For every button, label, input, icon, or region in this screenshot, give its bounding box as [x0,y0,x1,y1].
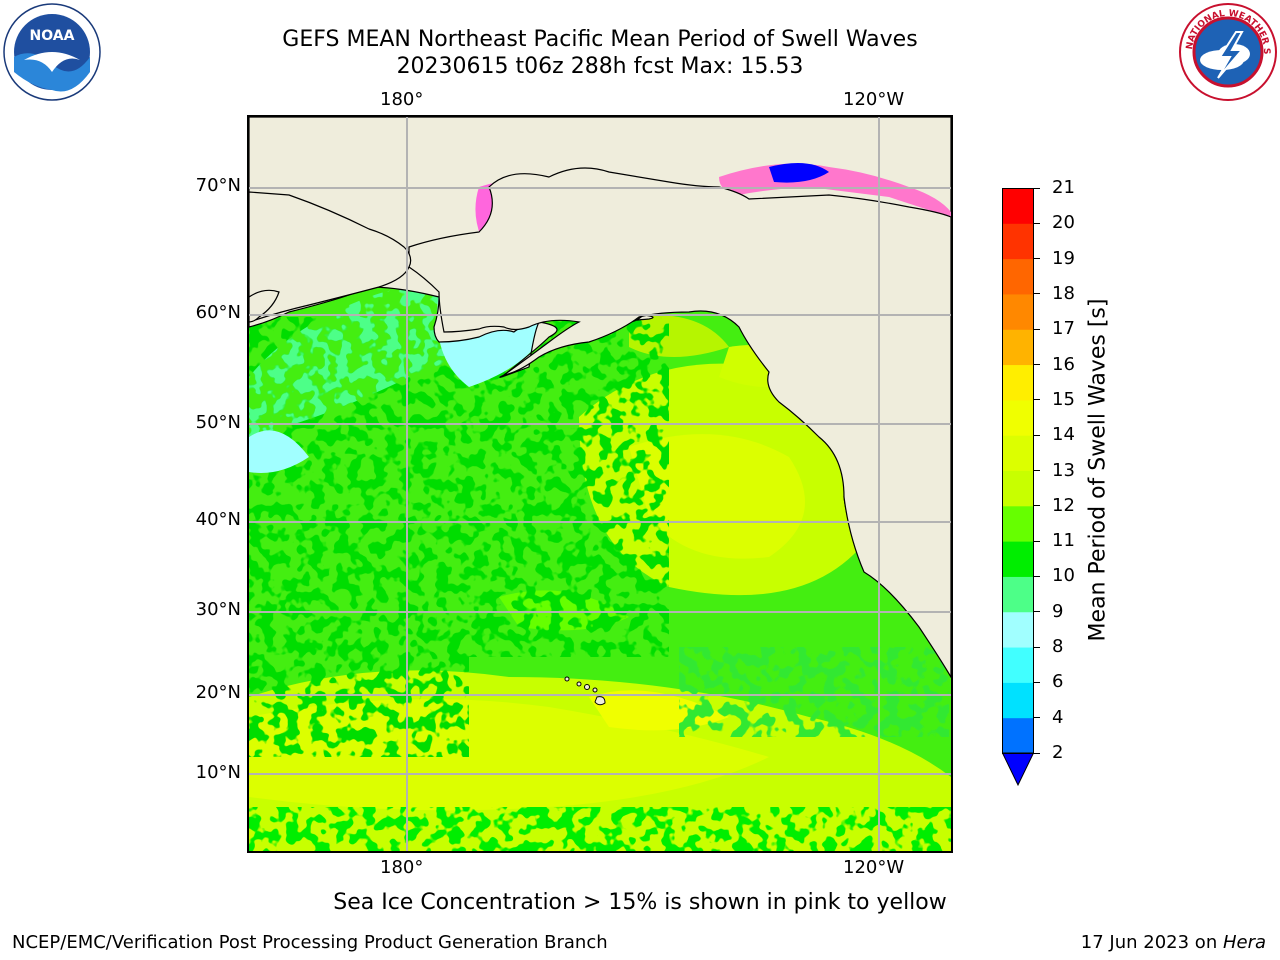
colorbar-tick-label: 20 [1052,212,1075,234]
lon-label-bottom-180: 180° [380,857,424,878]
colorbar-segment [1002,470,1034,507]
lon-label-top-180: 180° [380,89,424,110]
gridlines [249,117,951,851]
colorbar-tick-mark [1034,399,1040,401]
colorbar-tick-mark [1034,434,1040,436]
lon-label-top-120w: 120°W [843,89,905,110]
colorbar-tick-label: 14 [1052,424,1075,446]
colorbar-tick-label: 2 [1052,742,1064,763]
nws-logo: NATIONAL WEATHER SERVICE [1178,2,1277,101]
colorbar-tick-label: 9 [1052,600,1064,622]
colorbar-segment [1002,188,1034,224]
colorbar-segment [1002,717,1034,754]
colorbar-tick-label: 15 [1052,388,1075,410]
footer-host: Hera [1222,932,1266,953]
colorbar-extend-triangle [1002,752,1034,787]
colorbar-tick-label: 10 [1052,565,1075,587]
colorbar-tick-label: 4 [1052,706,1064,728]
colorbar-tick-mark [1034,505,1040,507]
colorbar-tick-mark [1034,575,1040,577]
colorbar-segment [1002,541,1034,577]
colorbar-segment [1002,505,1034,542]
colorbar-tick-mark [1034,681,1040,683]
lat-label-20n: 20°N [195,682,241,703]
colorbar-tick-mark [1034,752,1040,754]
colorbar-segment [1002,364,1034,401]
alaska-land [408,167,951,679]
lat-label-50n: 50°N [195,412,241,433]
colorbar-tick-mark [1034,222,1040,224]
colorbar-tick-mark [1034,611,1040,613]
lat-label-60n: 60°N [195,302,241,323]
colorbar-segment [1002,223,1034,260]
colorbar-segment [1002,258,1034,295]
lat-label-40n: 40°N [195,509,241,530]
colorbar-segment [1002,435,1034,471]
colorbar-tick-label: 11 [1052,530,1075,552]
colorbar-tick-label: 21 [1052,177,1075,198]
colorbar-tick-mark [1034,187,1040,189]
colorbar-tick-label: 16 [1052,353,1075,375]
colorbar [1002,188,1034,787]
swell-period-map [249,117,951,851]
colorbar-segment [1002,576,1034,613]
colorbar-label: Mean Period of Swell Waves [s] [1085,298,1111,642]
colorbar-tick-mark [1034,540,1040,542]
footer-date: 17 Jun 2023 on Hera [1081,932,1266,953]
lat-label-70n: 70°N [195,175,241,196]
colorbar-tick-label: 12 [1052,494,1075,516]
hawaii-islands [564,676,606,706]
colorbar-tick-label: 17 [1052,318,1075,340]
colorbar-tick-mark [1034,293,1040,295]
colorbar-tick-label: 8 [1052,636,1064,658]
sea-ice-caption: Sea Ice Concentration > 15% is shown in … [333,890,947,915]
map-panel [247,115,953,853]
colorbar-tick-mark [1034,470,1040,471]
lon-label-bottom-120w: 120°W [843,857,905,878]
noaa-logo: NOAA [3,3,101,101]
footer-date-text: 17 Jun 2023 on [1080,932,1223,953]
svg-text:NOAA: NOAA [30,28,75,44]
colorbar-tick-label: 18 [1052,282,1075,304]
colorbar-tick-label: 13 [1052,459,1075,481]
colorbar-tick-mark [1034,717,1040,719]
colorbar-segment [1002,399,1034,436]
colorbar-segment [1002,293,1034,330]
colorbar-outline [1002,188,1034,754]
footer-credit: NCEP/EMC/Verification Post Processing Pr… [12,932,608,953]
colorbar-tick-mark [1034,364,1040,366]
colorbar-tick-mark [1034,646,1040,648]
colorbar-tick-mark [1034,328,1040,330]
chart-subtitle: 20230615 t06z 288h fcst Max: 15.53 [396,54,804,79]
colorbar-segment [1002,611,1034,648]
siberia-land [249,191,412,323]
colorbar-tick-mark [1034,258,1040,260]
colorbar-tick-label: 6 [1052,671,1064,693]
chart-title: GEFS MEAN Northeast Pacific Mean Period … [282,27,918,52]
colorbar-segment [1002,329,1034,366]
colorbar-segment [1002,647,1034,683]
colorbar-tick-label: 19 [1052,247,1075,269]
colorbar-segment [1002,682,1034,719]
lat-label-10n: 10°N [195,762,241,783]
lat-label-30n: 30°N [195,599,241,620]
